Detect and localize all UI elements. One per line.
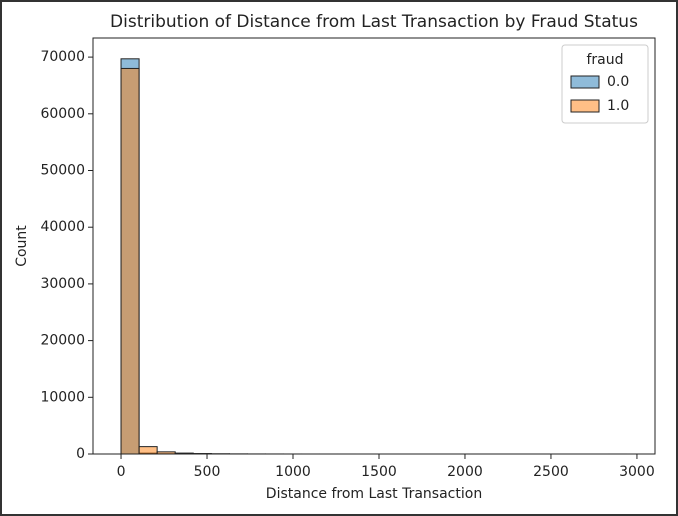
legend-label: 1.0 bbox=[607, 98, 629, 114]
x-tick-label: 500 bbox=[194, 464, 221, 480]
y-tick-label: 70000 bbox=[40, 49, 85, 65]
y-tick-label: 30000 bbox=[40, 276, 85, 292]
x-tick-label: 2500 bbox=[533, 464, 569, 480]
x-axis-label: Distance from Last Transaction bbox=[266, 486, 482, 502]
y-tick-label: 40000 bbox=[40, 219, 85, 235]
bar bbox=[120, 67, 140, 455]
x-tick-label: 1500 bbox=[361, 464, 397, 480]
y-tick-label: 60000 bbox=[40, 106, 85, 122]
y-tick-label: 20000 bbox=[40, 333, 85, 349]
bar bbox=[138, 446, 158, 455]
x-tick-label: 3000 bbox=[619, 464, 655, 480]
x-tick-label: 1000 bbox=[275, 464, 311, 480]
y-tick-label: 10000 bbox=[40, 389, 85, 405]
legend-title: fraud bbox=[586, 52, 623, 68]
plot-frame bbox=[92, 37, 656, 455]
legend-swatch bbox=[570, 99, 600, 113]
y-axis-label: Count bbox=[14, 225, 30, 267]
legend-swatch bbox=[570, 75, 600, 89]
chart-title: Distribution of Distance from Last Trans… bbox=[110, 12, 638, 32]
x-tick-label: 0 bbox=[117, 464, 126, 480]
legend-label: 0.0 bbox=[607, 74, 629, 90]
x-tick-label: 2000 bbox=[447, 464, 483, 480]
y-tick-label: 50000 bbox=[40, 163, 85, 179]
y-tick-label: 0 bbox=[76, 446, 85, 462]
